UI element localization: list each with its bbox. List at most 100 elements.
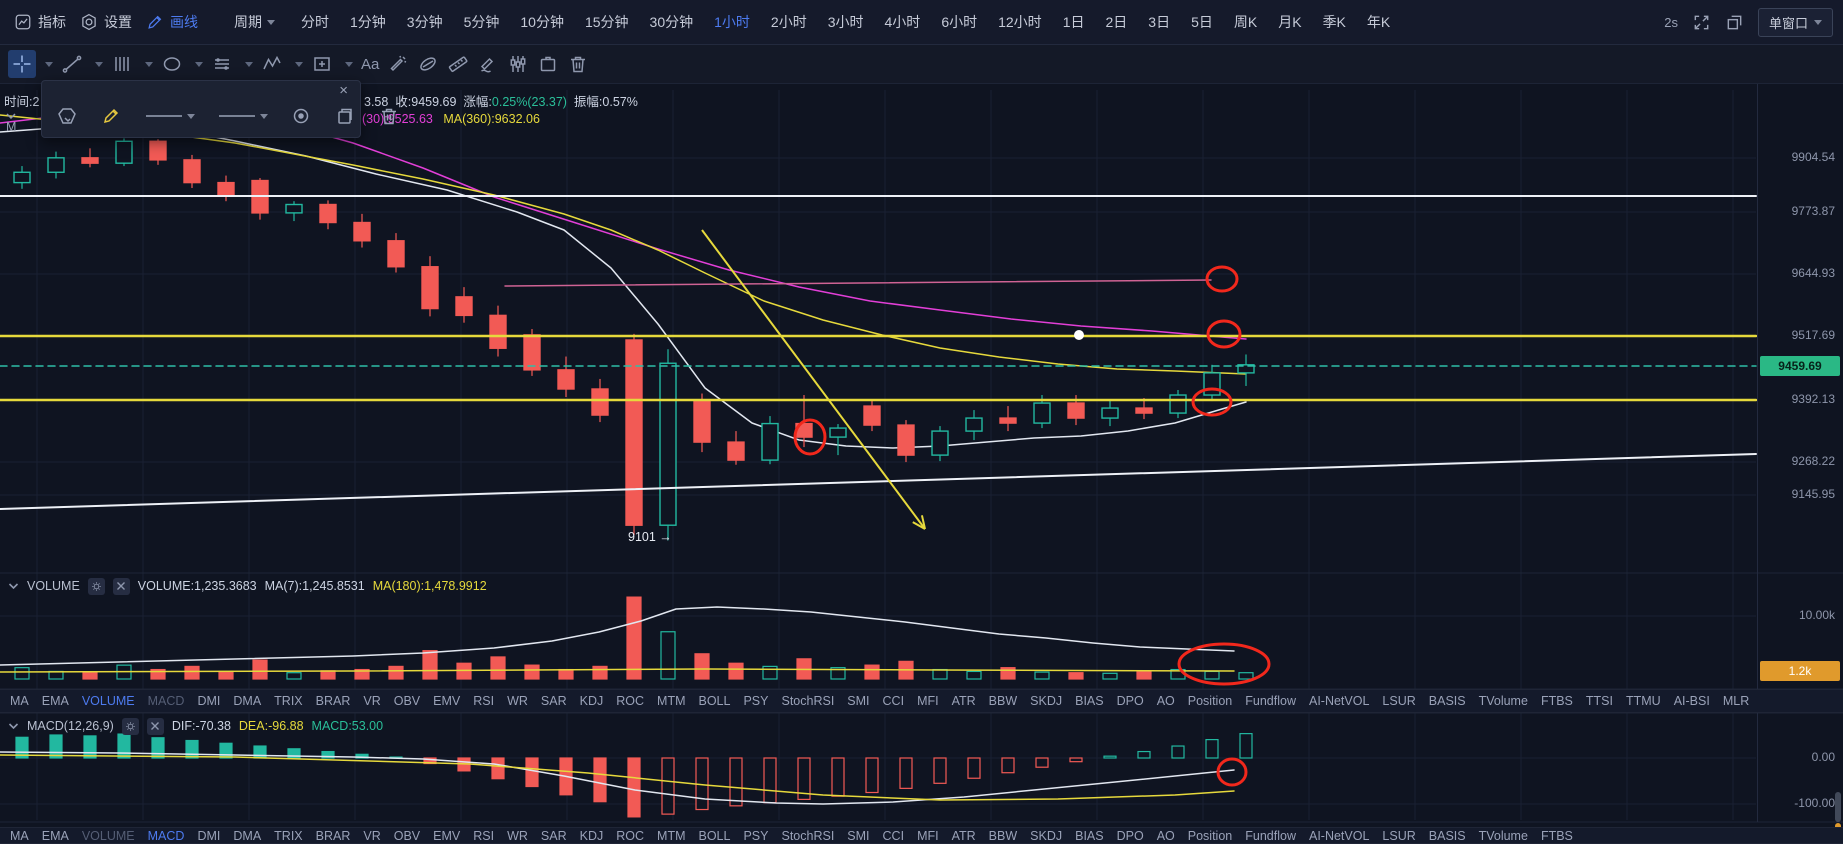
timeframe-item[interactable]: 2日 <box>1105 14 1128 30</box>
volume-close-button[interactable] <box>112 577 130 595</box>
indicator-tab[interactable]: BRAR <box>315 694 351 708</box>
indicator-tab[interactable]: CCI <box>882 694 905 708</box>
indicator-tab[interactable]: StochRSI <box>781 694 835 708</box>
indicator-tab[interactable]: SKDJ <box>1030 828 1063 843</box>
timeframe-item[interactable]: 30分钟 <box>649 14 694 30</box>
close-icon[interactable]: × <box>333 81 354 100</box>
fullscreen-button[interactable] <box>1692 13 1711 32</box>
indicator-tab[interactable]: BASIS <box>1428 694 1466 708</box>
indicator-tab[interactable]: PSY <box>743 694 769 708</box>
timeframe-item[interactable]: 6小时 <box>941 14 978 30</box>
wave-tool-button[interactable] <box>258 50 286 78</box>
timeframe-item[interactable]: 周K <box>1233 14 1258 30</box>
chevron-down-icon[interactable] <box>8 722 19 730</box>
indicator-tab[interactable]: BOLL <box>698 694 731 708</box>
timeframe-item[interactable]: 1分钟 <box>350 14 386 30</box>
indicator-tab[interactable]: WR <box>507 694 528 708</box>
timeframe-item[interactable]: 3小时 <box>827 14 864 30</box>
indicator-tab[interactable]: SAR <box>540 828 567 843</box>
indicator-tab[interactable]: PSY <box>743 828 769 843</box>
indicator-tab[interactable]: RSI <box>473 694 495 708</box>
indicator-tab[interactable]: DMI <box>197 828 221 843</box>
target-button[interactable] <box>288 103 314 129</box>
ruler-tool-button[interactable] <box>444 50 472 78</box>
indicator-tab[interactable]: SMI <box>847 828 870 843</box>
pattern-tool-button[interactable] <box>504 50 532 78</box>
trendline-tool-button[interactable] <box>58 50 86 78</box>
ellipse-tool-button[interactable] <box>158 50 186 78</box>
indicator-tab[interactable]: Position <box>1187 694 1233 708</box>
indicator-tab[interactable]: MFI <box>917 828 939 843</box>
indicator-tab[interactable]: AI-BSI <box>1673 694 1710 708</box>
indicator-tab[interactable]: ROC <box>616 828 645 843</box>
indicator-tab[interactable]: VOLUME <box>81 828 135 843</box>
indicator-tab[interactable]: MLR <box>1722 694 1750 708</box>
indicator-tab[interactable]: AO <box>1156 828 1175 843</box>
indicator-tab[interactable]: MA <box>10 694 29 708</box>
indicator-tab[interactable]: TRIX <box>274 828 303 843</box>
indicator-tab[interactable]: FTBS <box>1540 828 1573 843</box>
copy-button[interactable] <box>332 103 358 129</box>
vertical-lines-tool-caret[interactable] <box>138 59 156 70</box>
indicator-tab[interactable]: ROC <box>616 694 645 708</box>
chevron-down-icon[interactable] <box>8 582 19 590</box>
indicator-tab[interactable]: AO <box>1156 694 1175 708</box>
indicator-tab[interactable]: EMV <box>433 694 461 708</box>
indicator-tab[interactable]: MFI <box>917 694 939 708</box>
band-tool-button[interactable] <box>414 50 442 78</box>
indicator-tab[interactable]: Fundflow <box>1245 694 1296 708</box>
text-tool-button[interactable]: Aa <box>358 53 382 76</box>
indicator-tab[interactable]: AI-NetVOL <box>1308 828 1370 843</box>
indicator-tab[interactable]: SKDJ <box>1030 694 1063 708</box>
indicator-tab[interactable]: TVolume <box>1478 828 1528 843</box>
indicator-tab[interactable]: DMA <box>233 694 262 708</box>
timeframe-item[interactable]: 月K <box>1278 14 1302 30</box>
timeframe-item[interactable]: 2小时 <box>770 14 807 30</box>
refresh-interval[interactable]: 2s <box>1664 14 1678 30</box>
pencil-tool-button[interactable] <box>474 50 502 78</box>
wave-tool-caret[interactable] <box>288 59 306 70</box>
indicator-tab[interactable]: StochRSI <box>781 828 835 843</box>
timeframe-item[interactable]: 5日 <box>1191 14 1213 30</box>
indicator-tab[interactable]: VOLUME <box>81 694 135 708</box>
indicator-tab[interactable]: BASIS <box>1428 828 1466 843</box>
indicator-tab[interactable]: EMA <box>41 694 69 708</box>
indicator-tab[interactable]: MACD <box>147 828 185 843</box>
indicator-tab[interactable]: KDJ <box>579 694 604 708</box>
line-style-select[interactable] <box>142 109 197 123</box>
indicator-tab[interactable]: EMA <box>41 828 69 843</box>
new-window-button[interactable] <box>1725 13 1744 32</box>
indicator-tab[interactable]: TTMU <box>1625 694 1661 708</box>
indicator-tab[interactable]: Position <box>1187 828 1233 843</box>
indicator-tab[interactable]: DMI <box>197 694 221 708</box>
indicator-tab[interactable]: BBW <box>988 694 1018 708</box>
panel-resize-handle[interactable] <box>1835 792 1841 822</box>
indicator-tab[interactable]: EMV <box>433 828 461 843</box>
indicator-tab[interactable]: BBW <box>988 828 1018 843</box>
vertical-lines-tool-button[interactable] <box>108 50 136 78</box>
indicator-tab[interactable]: DPO <box>1116 828 1144 843</box>
indicator-button[interactable]: 指标 <box>14 12 80 32</box>
timeframe-item[interactable]: 分时 <box>301 14 329 30</box>
indicator-tab[interactable]: FTBS <box>1540 694 1573 708</box>
indicator-tab[interactable]: MTM <box>657 694 686 708</box>
indicator-tab[interactable]: ATR <box>951 828 976 843</box>
line-width-select[interactable] <box>215 109 270 123</box>
indicator-tab[interactable]: BOLL <box>698 828 731 843</box>
brush-tool-button[interactable] <box>384 50 412 78</box>
shape-tool-button[interactable] <box>54 103 80 129</box>
timeframe-item[interactable]: 15分钟 <box>584 14 629 30</box>
indicator-tab[interactable]: TVolume <box>1478 694 1528 708</box>
period-dropdown[interactable]: 周期 <box>228 11 281 33</box>
crosshair-tool-button[interactable] <box>8 50 36 78</box>
indicator-tab[interactable]: MTM <box>657 828 686 843</box>
indicator-tab[interactable]: SMI <box>847 694 870 708</box>
trendline-tool-caret[interactable] <box>88 59 106 70</box>
pencil-style-button[interactable] <box>98 103 124 129</box>
indicator-tab[interactable]: ATR <box>951 694 976 708</box>
timeframe-item[interactable]: 3日 <box>1148 14 1171 30</box>
timeframe-item[interactable]: 5分钟 <box>463 14 500 30</box>
indicator-tab[interactable]: MA <box>10 828 29 843</box>
timeframe-item[interactable]: 1日 <box>1062 14 1085 30</box>
